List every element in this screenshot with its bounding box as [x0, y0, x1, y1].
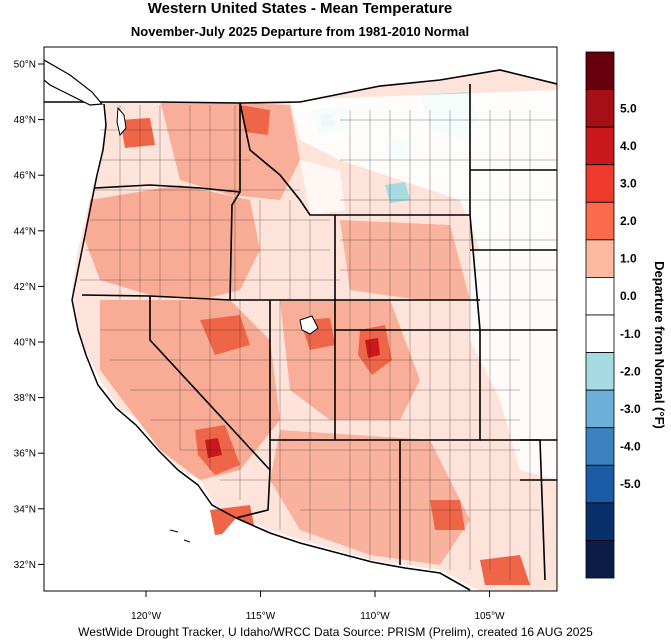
colorbar-label: 1.0: [620, 252, 637, 266]
colorbar-bin: [585, 389, 615, 429]
colorbar-label: 5.0: [620, 101, 637, 115]
canada-area: [44, 47, 557, 103]
colorbar-bin: [585, 314, 615, 353]
colorbar-bin: [585, 164, 615, 203]
lon-tick-label: 120°W: [131, 611, 162, 622]
lat-tick-label: 32°N: [14, 560, 36, 571]
lat-tick-label: 44°N: [14, 226, 36, 237]
footer-credit: WestWide Drought Tracker, U Idaho/WRCC D…: [78, 625, 593, 639]
lat-tick-label: 34°N: [14, 504, 36, 515]
colorbar-bin: [585, 201, 615, 241]
state-boundaries: [44, 69, 557, 591]
colorbar-bin: [585, 126, 615, 166]
lon-tick-label: 110°W: [360, 611, 390, 622]
colorbar-label: -2.0: [620, 364, 641, 378]
colorbar-label: 2.0: [620, 214, 637, 228]
colorbar-title: Departure from Normal (°F): [652, 261, 667, 429]
colorbar: 5.0 4.0 3.0 2.0 1.0 0.0 -1.0 -2.0 -3.0 -4.0 -5.0 De…: [585, 51, 667, 579]
colorbar-bin: [585, 51, 615, 90]
great-salt-lake: [299, 315, 319, 335]
lat-tick-label: 38°N: [14, 393, 36, 404]
lon-tick-label: 105°W: [474, 611, 505, 622]
colorbar-label: -3.0: [620, 402, 641, 416]
colorbar-bin: [585, 239, 615, 278]
colorbar-bin: [585, 540, 615, 579]
channel-islands: [169, 529, 191, 543]
lat-tick-label: 48°N: [14, 115, 36, 126]
map-frame: [43, 46, 558, 592]
map-subtitle: November-July 2025 Departure from 1981-2…: [130, 24, 470, 39]
lat-tick-label: 50°N: [14, 60, 36, 71]
colorbar-bin: [585, 89, 615, 128]
lat-tick-label: 40°N: [14, 338, 36, 349]
lat-tick-label: 46°N: [14, 171, 36, 182]
map-title: Western United States - Mean Temperature: [147, 0, 453, 17]
colorbar-label: 4.0: [620, 139, 637, 153]
county-boundaries: [80, 105, 557, 585]
lat-tick-label: 36°N: [14, 449, 36, 460]
colorbar-bin: [585, 464, 615, 504]
colorbar-bin: [585, 502, 615, 541]
colorbar-label: -4.0: [620, 440, 641, 454]
latitude-axis: 50°N 48°N 46°N 44°N 42°N 40°N 38°N 36°N 34°N 32°N: [14, 60, 44, 571]
longitude-axis: 120°W 115°W 110°W 105°W: [131, 591, 505, 622]
lon-tick-label: 115°W: [246, 611, 276, 622]
colorbar-bin: [585, 427, 615, 466]
colorbar-label: 0.0: [620, 289, 637, 303]
colorbar-bin: [585, 352, 615, 391]
lat-tick-label: 42°N: [14, 282, 36, 293]
mexico-area: [200, 518, 455, 591]
colorbar-label: -1.0: [620, 327, 641, 341]
colorbar-bin: [585, 277, 615, 316]
pacific-coastline: [71, 103, 237, 519]
colorbar-label: 3.0: [620, 177, 637, 191]
colorbar-label: -5.0: [620, 477, 641, 491]
vancouver-island: [44, 59, 104, 106]
puget-sound: [116, 106, 127, 137]
